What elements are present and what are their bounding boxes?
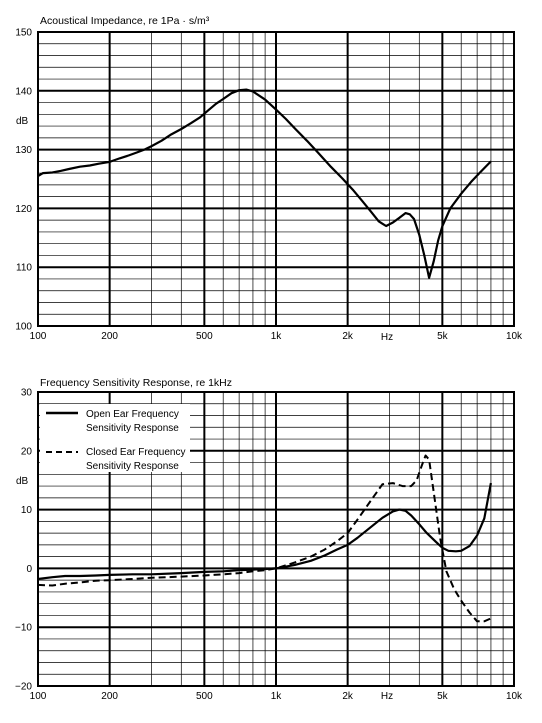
sensitivity-y-tick-label: −10 bbox=[15, 623, 32, 634]
legend-box bbox=[40, 404, 190, 472]
impedance-y-tick-label: 150 bbox=[15, 28, 32, 39]
sensitivity-y-tick-label: 20 bbox=[21, 446, 33, 457]
sensitivity-x-tick-label: 10k bbox=[506, 691, 523, 702]
sensitivity-x-tick-label: 1k bbox=[271, 691, 283, 702]
impedance-x-tick-label: 2k bbox=[342, 331, 354, 342]
sensitivity-x-axis-unit: Hz bbox=[381, 691, 393, 702]
sensitivity-x-tick-label: 2k bbox=[342, 691, 354, 702]
sensitivity-y-tick-label: 0 bbox=[26, 564, 32, 575]
impedance-x-tick-label: 100 bbox=[30, 331, 47, 342]
legend: Open Ear Frequency Sensitivity Response … bbox=[40, 404, 190, 472]
impedance-grid bbox=[37, 31, 515, 327]
impedance-y-tick-label: 110 bbox=[16, 263, 32, 274]
legend-label-closed-ear-line2: Sensitivity Response bbox=[86, 461, 179, 472]
sensitivity-series-line-closed-ear bbox=[37, 454, 492, 623]
impedance-x-tick-label: 200 bbox=[101, 331, 118, 342]
legend-label-open-ear-line2: Sensitivity Response bbox=[86, 423, 179, 434]
impedance-series-line-impedance bbox=[37, 88, 492, 279]
impedance-y-tick-label: 140 bbox=[15, 86, 32, 97]
sensitivity-y-tick-label: −20 bbox=[15, 682, 32, 693]
impedance-y-tick-label: 100 bbox=[15, 322, 32, 333]
sensitivity-y-tick-label: 10 bbox=[21, 505, 33, 516]
sensitivity-y-axis-label: dB bbox=[16, 476, 29, 487]
legend-label-closed-ear-line1: Closed Ear Frequency bbox=[86, 447, 186, 458]
impedance-chart-title: Acoustical Impedance, re 1Pa · s/m³ bbox=[40, 15, 210, 27]
sensitivity-chart-title: Frequency Sensitivity Response, re 1kHz bbox=[40, 377, 232, 389]
impedance-y-tick-label: 130 bbox=[15, 145, 32, 156]
sensitivity-plot-frame bbox=[37, 391, 515, 687]
impedance-plot-frame bbox=[37, 31, 515, 327]
impedance-x-tick-label: 5k bbox=[437, 331, 449, 342]
impedance-x-tick-label: 10k bbox=[506, 331, 523, 342]
sensitivity-x-tick-label: 500 bbox=[196, 691, 213, 702]
sensitivity-series-line-open-ear bbox=[37, 482, 492, 581]
impedance-x-tick-label: 500 bbox=[196, 331, 213, 342]
frequency-sensitivity-chart: Frequency Sensitivity Response, re 1kHz … bbox=[15, 377, 523, 702]
sensitivity-y-tick-label: 30 bbox=[21, 388, 33, 399]
sensitivity-x-tick-label: 5k bbox=[437, 691, 449, 702]
acoustical-impedance-chart: Acoustical Impedance, re 1Pa · s/m³ dB H… bbox=[15, 15, 523, 343]
impedance-x-tick-label: 1k bbox=[271, 331, 283, 342]
impedance-y-tick-label: 120 bbox=[15, 204, 32, 215]
legend-label-open-ear-line1: Open Ear Frequency bbox=[86, 409, 179, 420]
impedance-x-axis-unit: Hz bbox=[381, 332, 393, 343]
impedance-y-axis-label: dB bbox=[16, 116, 29, 127]
sensitivity-x-tick-label: 200 bbox=[101, 691, 118, 702]
sensitivity-x-tick-label: 100 bbox=[30, 691, 47, 702]
